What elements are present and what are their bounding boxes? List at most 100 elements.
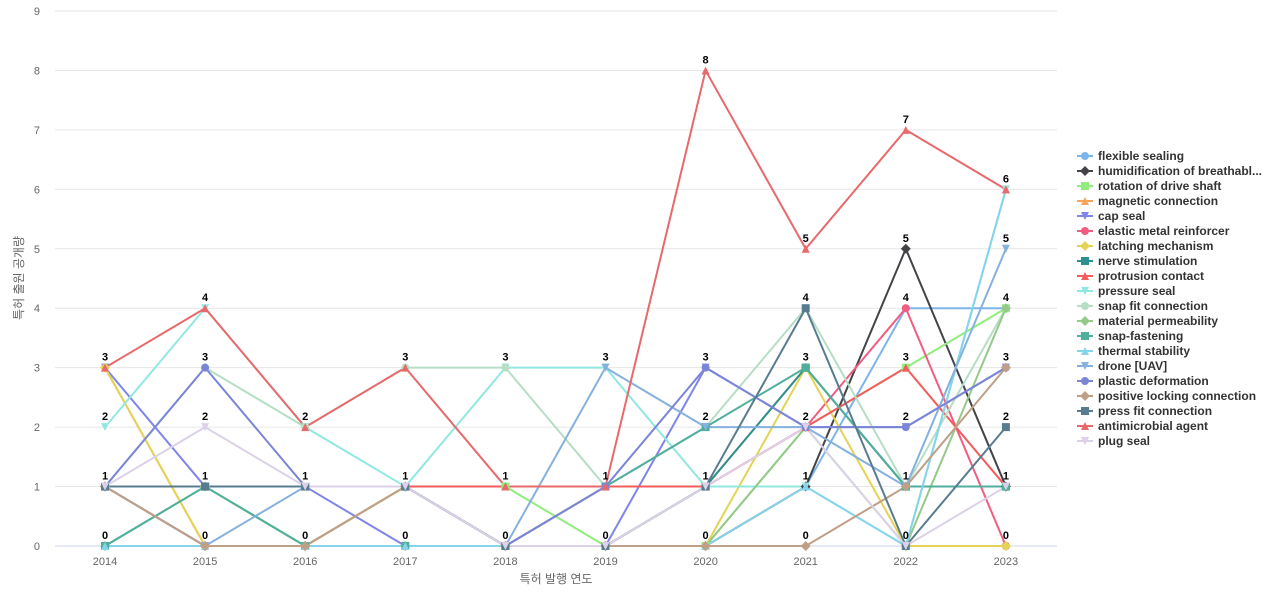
- series-line: [104, 247, 1007, 547]
- legend-marker: [1080, 241, 1090, 251]
- legend-marker: [1081, 302, 1089, 310]
- legend-item[interactable]: humidification of breathabl...: [1077, 164, 1262, 178]
- legend-item[interactable]: antimicrobial agent: [1077, 419, 1208, 433]
- data-label: 3: [1003, 352, 1009, 364]
- data-label: 4: [803, 292, 810, 304]
- legend-marker: [1081, 272, 1089, 280]
- legend-item[interactable]: positive locking connection: [1077, 389, 1256, 403]
- data-point: [101, 542, 109, 550]
- legend-marker: [1081, 347, 1089, 355]
- data-point: [601, 363, 610, 372]
- data-label: 1: [602, 471, 608, 483]
- y-tick-label: 2: [34, 422, 40, 434]
- legend-item[interactable]: plastic deformation: [1077, 374, 1209, 388]
- y-tick-label: 8: [34, 65, 40, 77]
- legend-marker: [1081, 257, 1089, 265]
- legend-item[interactable]: snap-fastening: [1077, 329, 1183, 343]
- legend-marker: [1080, 316, 1090, 326]
- data-point: [801, 244, 810, 253]
- legend-item[interactable]: rotation of drive shaft: [1077, 179, 1221, 193]
- legend-item[interactable]: protrusion contact: [1077, 269, 1204, 283]
- data-point: [300, 541, 311, 551]
- series-line: [104, 69, 1007, 488]
- data-point: [901, 125, 910, 134]
- legend-label: pressure seal: [1098, 284, 1175, 298]
- data-label: 2: [903, 411, 909, 423]
- series-line: [104, 426, 1007, 547]
- legend-marker: [1081, 182, 1089, 190]
- data-point: [901, 304, 910, 313]
- legend-label: protrusion contact: [1098, 269, 1204, 283]
- series-line: [104, 307, 1007, 488]
- legend-item[interactable]: elastic metal reinforcer: [1077, 224, 1230, 238]
- legend-label: press fit connection: [1098, 404, 1212, 418]
- data-label: 4: [903, 292, 910, 304]
- data-point: [501, 542, 510, 550]
- data-point: [700, 541, 711, 551]
- data-label: 8: [703, 54, 709, 66]
- x-tick-label: 2023: [994, 556, 1018, 568]
- y-axis-ticks: 0 1 2 3 4 5 6 7 8 9: [34, 6, 40, 553]
- legend-item[interactable]: drone [UAV]: [1077, 359, 1167, 373]
- data-point: [801, 423, 810, 432]
- legend-item[interactable]: material permeability: [1077, 314, 1218, 328]
- legend-item[interactable]: magnetic connection: [1077, 194, 1218, 208]
- legend-item[interactable]: press fit connection: [1077, 404, 1212, 418]
- legend-label: magnetic connection: [1098, 194, 1218, 208]
- y-axis-title: 특허 출원 공개량: [12, 236, 26, 320]
- data-label: 3: [202, 352, 208, 364]
- data-point: [601, 482, 610, 491]
- data-label: 0: [302, 530, 308, 542]
- x-tick-label: 2017: [393, 556, 417, 568]
- legend-item[interactable]: thermal stability: [1077, 344, 1190, 358]
- legend-label: snap fit connection: [1098, 299, 1208, 313]
- data-point: [601, 542, 610, 550]
- y-tick-label: 7: [34, 125, 40, 137]
- data-label: 1: [903, 471, 909, 483]
- data-label: 2: [302, 411, 308, 423]
- data-point: [101, 363, 109, 372]
- data-point: [101, 423, 109, 432]
- legend-item[interactable]: snap fit connection: [1077, 299, 1208, 313]
- x-tick-label: 2020: [693, 556, 717, 568]
- data-point: [501, 363, 510, 372]
- legend-label: cap seal: [1098, 209, 1145, 223]
- legend-marker: [1081, 422, 1089, 430]
- data-label: 7: [903, 114, 909, 126]
- data-point: [701, 423, 710, 432]
- data-label: 0: [102, 530, 108, 542]
- x-tick-label: 2022: [894, 556, 918, 568]
- legend-item[interactable]: latching mechanism: [1077, 239, 1213, 253]
- data-point: [800, 541, 811, 551]
- data-point: [401, 542, 410, 550]
- legend-marker: [1081, 227, 1089, 235]
- data-label: 3: [903, 352, 909, 364]
- data-point: [900, 481, 911, 492]
- data-label: 0: [402, 530, 408, 542]
- legend-label: antimicrobial agent: [1098, 419, 1208, 433]
- legend-item[interactable]: nerve stimulation: [1077, 254, 1197, 268]
- series-lines: [104, 69, 1007, 547]
- data-label: 0: [202, 530, 208, 542]
- legend-label: material permeability: [1098, 314, 1218, 328]
- legend-item[interactable]: plug seal: [1077, 434, 1150, 448]
- legend-label: rotation of drive shaft: [1098, 179, 1221, 193]
- legend-label: nerve stimulation: [1098, 254, 1197, 268]
- legend-label: positive locking connection: [1098, 389, 1256, 403]
- legend-item[interactable]: cap seal: [1077, 209, 1145, 223]
- data-point: [900, 243, 911, 254]
- legend-item[interactable]: pressure seal: [1077, 284, 1175, 298]
- x-tick-label: 2021: [793, 556, 817, 568]
- data-point: [901, 363, 910, 372]
- legend-label: latching mechanism: [1098, 239, 1213, 253]
- legend-marker: [1081, 332, 1089, 340]
- data-label: 4: [202, 292, 209, 304]
- data-label: 6: [1003, 173, 1009, 185]
- series-line: [105, 307, 1006, 488]
- legend-marker: [1081, 407, 1089, 415]
- data-label: 2: [102, 411, 108, 423]
- data-point: [701, 363, 710, 372]
- y-tick-label: 5: [34, 244, 40, 256]
- legend-item[interactable]: flexible sealing: [1077, 149, 1184, 163]
